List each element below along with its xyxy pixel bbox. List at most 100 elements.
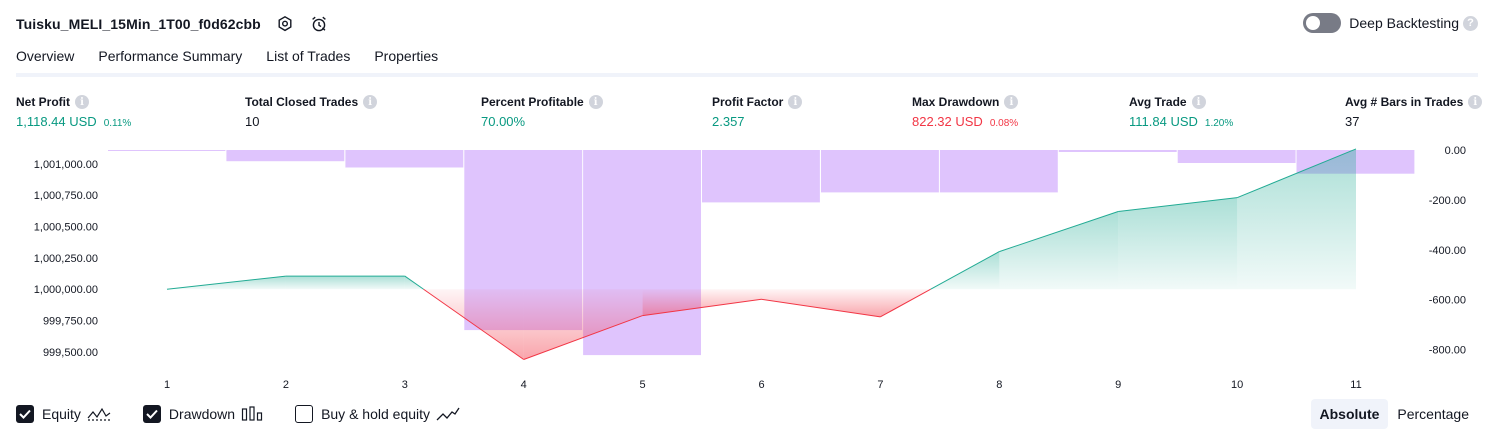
tab-bar: Overview Performance Summary List of Tra… bbox=[16, 44, 462, 76]
x-tick-label: 1 bbox=[164, 379, 170, 391]
drawdown-bar bbox=[108, 150, 226, 151]
equity-line-segment bbox=[1236, 148, 1357, 199]
x-tick-label: 7 bbox=[877, 379, 883, 391]
right-tick-label: -800.00 bbox=[1429, 345, 1466, 357]
drawdown-bar bbox=[702, 150, 820, 203]
legend-equity[interactable]: Equity bbox=[16, 405, 111, 423]
metric-value: 2.357 bbox=[712, 114, 745, 129]
metric-percent-profitable: Percent Profitable i 70.00% bbox=[481, 94, 603, 129]
metric-value: 70.00% bbox=[481, 114, 526, 129]
metric-value: 1,118.44 USD bbox=[16, 114, 97, 129]
x-axis: 1 2 3 4 5 6 7 8 9 10 11 bbox=[164, 379, 1362, 391]
equity-line-segment bbox=[404, 275, 424, 290]
left-tick-label: 1,000,250.00 bbox=[34, 253, 98, 265]
bar-chart-icon bbox=[241, 406, 263, 422]
info-icon[interactable]: i bbox=[75, 95, 89, 109]
info-icon[interactable]: i bbox=[1004, 95, 1019, 109]
equity-line-segment bbox=[1118, 197, 1238, 212]
legend-buy-hold[interactable]: Buy & hold equity bbox=[295, 405, 460, 423]
drawdown-bar bbox=[1177, 150, 1296, 163]
x-tick-label: 8 bbox=[996, 379, 1002, 391]
metric-profit-factor: Profit Factor i 2.357 bbox=[712, 94, 803, 129]
drawdown-bar bbox=[821, 150, 939, 193]
x-tick-label: 4 bbox=[521, 379, 527, 391]
metric-label: Total Closed Trades bbox=[245, 95, 359, 109]
equity-line-segment bbox=[166, 275, 286, 290]
tab-list-of-trades[interactable]: List of Trades bbox=[266, 48, 351, 64]
tab-properties[interactable]: Properties bbox=[374, 48, 439, 64]
equity-area-segment bbox=[1118, 197, 1238, 290]
x-tick-label: 11 bbox=[1350, 379, 1361, 391]
metric-label: Profit Factor bbox=[712, 95, 784, 109]
metric-value: 37 bbox=[1345, 114, 1360, 129]
strategy-header: Tuisku_MELI_15Min_1T00_f0d62cbb bbox=[16, 12, 329, 36]
left-tick-label: 999,500.00 bbox=[43, 347, 98, 359]
legend-buy-hold-label: Buy & hold equity bbox=[321, 406, 431, 422]
left-tick-label: 1,000,750.00 bbox=[34, 190, 98, 202]
left-tick-label: 1,001,000.00 bbox=[34, 159, 98, 171]
strategy-title: Tuisku_MELI_15Min_1T00_f0d62cbb bbox=[16, 16, 261, 32]
chart-legend: Equity Drawdown Buy & hold equity bbox=[16, 403, 492, 425]
metric-label: Avg Trade bbox=[1129, 95, 1187, 109]
equity-line-segment bbox=[423, 288, 524, 360]
deep-backtesting-label: Deep Backtesting bbox=[1349, 15, 1459, 31]
drawdown-bar bbox=[1058, 150, 1177, 152]
metric-value: 10 bbox=[245, 114, 260, 129]
percentage-button[interactable]: Percentage bbox=[1397, 406, 1469, 422]
metric-avg-trade: Avg Trade i 111.84 USD 1.20% bbox=[1129, 94, 1233, 129]
trend-line-icon bbox=[436, 406, 460, 422]
drawdown-bar bbox=[345, 150, 464, 168]
metric-percent: 0.08% bbox=[989, 118, 1019, 129]
metric-total-closed-trades: Total Closed Trades i 10 bbox=[245, 94, 378, 129]
equity-line-segment bbox=[642, 298, 762, 317]
info-icon[interactable]: i bbox=[1191, 95, 1206, 109]
right-tick-label: -200.00 bbox=[1429, 195, 1466, 207]
equity-area-segment bbox=[523, 289, 643, 360]
equity-area-segment bbox=[642, 289, 762, 316]
metric-label: Net Profit bbox=[16, 95, 70, 109]
equity-line-segment bbox=[761, 298, 881, 318]
left-axis: 1,001,000.00 1,000,750.00 1,000,500.00 1,00… bbox=[34, 159, 98, 359]
info-icon[interactable]: i bbox=[363, 95, 378, 109]
info-icon[interactable]: i bbox=[1468, 95, 1483, 109]
drawdown-bar bbox=[226, 150, 345, 162]
left-tick-label: 1,000,500.00 bbox=[34, 222, 98, 234]
x-tick-label: 5 bbox=[640, 379, 646, 391]
help-icon[interactable]: ? bbox=[1463, 15, 1478, 31]
legend-equity-label: Equity bbox=[42, 406, 81, 422]
tab-divider bbox=[16, 73, 1478, 77]
metric-net-profit: Net Profit i 1,118.44 USD 0.11% bbox=[16, 94, 131, 129]
equity-area-segment bbox=[285, 276, 405, 290]
tab-performance-summary[interactable]: Performance Summary bbox=[98, 48, 243, 64]
x-tick-label: 9 bbox=[1115, 379, 1121, 391]
equity-area-segment bbox=[761, 289, 881, 317]
legend-drawdown[interactable]: Drawdown bbox=[142, 405, 263, 423]
metric-label: Percent Profitable bbox=[481, 95, 584, 109]
absolute-button[interactable]: Absolute bbox=[1310, 399, 1389, 429]
info-icon[interactable]: i bbox=[588, 95, 603, 109]
deep-backtesting: Deep Backtesting ? bbox=[1303, 13, 1478, 33]
buy-hold-checkbox[interactable] bbox=[295, 405, 314, 423]
equity-line-segment bbox=[523, 315, 643, 360]
info-icon[interactable]: i bbox=[788, 95, 803, 109]
alarm-clock-icon[interactable] bbox=[309, 14, 329, 34]
x-tick-label: 2 bbox=[283, 379, 289, 391]
metric-label: Avg # Bars in Trades bbox=[1345, 95, 1464, 109]
right-tick-label: -400.00 bbox=[1429, 245, 1466, 257]
settings-icon[interactable] bbox=[275, 14, 295, 34]
x-tick-label: 6 bbox=[758, 379, 764, 391]
metric-max-drawdown: Max Drawdown i 822.32 USD 0.08% bbox=[912, 94, 1019, 129]
metric-value: 111.84 USD bbox=[1129, 114, 1198, 129]
equity-area-segment bbox=[1237, 148, 1356, 290]
deep-backtesting-toggle[interactable] bbox=[1303, 13, 1342, 33]
x-tick-label: 10 bbox=[1231, 379, 1243, 391]
metric-label: Max Drawdown bbox=[912, 95, 1000, 109]
equity-checkbox[interactable] bbox=[16, 405, 34, 423]
tab-overview[interactable]: Overview bbox=[16, 44, 75, 76]
drawdown-checkbox[interactable] bbox=[142, 405, 161, 423]
equity-drawdown-chart[interactable]: 1,001,000.00 1,000,750.00 1,000,500.00 1,00… bbox=[0, 140, 1494, 392]
equity-line-icon bbox=[87, 406, 111, 422]
equity-line-segment bbox=[880, 288, 931, 318]
left-tick-label: 1,000,000.00 bbox=[34, 284, 98, 296]
right-tick-label: 0.00 bbox=[1445, 145, 1466, 157]
